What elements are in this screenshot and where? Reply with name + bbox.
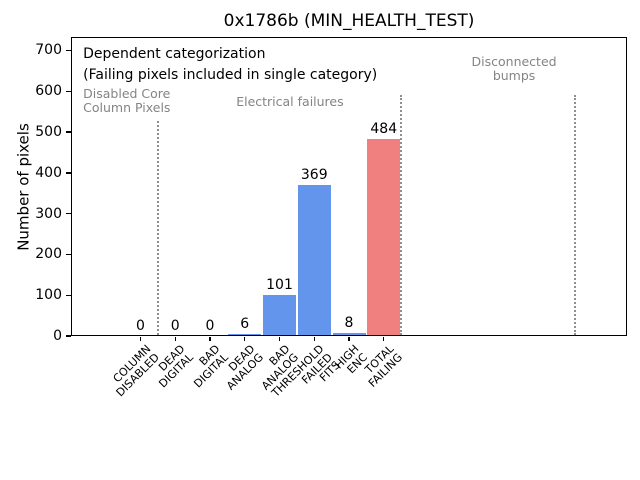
y-tick-label: 600: [35, 83, 62, 100]
region-label-disabled-core-line: Disabled Core: [83, 86, 171, 102]
y-tick-mark: [65, 335, 71, 337]
y-tick-mark: [65, 172, 71, 174]
bar-total-failing: [367, 138, 401, 335]
y-tick-mark: [65, 212, 71, 215]
y-tick-mark: [65, 253, 71, 256]
failing-pixels-note-line: (Failing pixels included in single categ…: [83, 67, 378, 84]
x-tick-mark: [383, 336, 385, 341]
y-tick-label: 100: [35, 287, 62, 304]
bar-value-label: 101: [266, 276, 293, 293]
region-label-disconnected-bumps-line: bumps: [492, 68, 536, 84]
bar-bad-analog: [263, 294, 296, 335]
region-label-electrical-failures-line: Electrical failures: [236, 93, 344, 109]
y-tick-label: 300: [35, 205, 62, 222]
failing-pixels-note: (Failing pixels included in single categ…: [83, 67, 377, 83]
y-tick-label: 400: [35, 164, 62, 181]
separator-line: [400, 95, 403, 335]
y-tick-mark: [65, 49, 71, 52]
y-tick-mark: [65, 131, 71, 133]
y-tick-mark: [65, 294, 71, 296]
region-label-disconnected-bumps-line: Disconnected: [471, 54, 557, 70]
region-label-electrical-failures: Electrical failures: [140, 93, 440, 109]
bar-value-label: 8: [344, 314, 354, 331]
region-label-disabled-core-line: Column Pixels: [83, 100, 171, 116]
bar-threshold-failed-fits: [297, 185, 331, 335]
x-tick-mark: [209, 336, 211, 341]
x-tick-mark: [139, 336, 142, 341]
region-label-disconnected-bumps: Disconnected bumps: [364, 55, 640, 83]
bar-value-label: 369: [300, 167, 328, 184]
x-tick-mark: [348, 336, 350, 341]
x-tick-mark: [244, 336, 246, 341]
y-tick-label: 700: [35, 42, 62, 59]
chart-title: 0x1786b (MIN_HEALTH_TEST): [223, 11, 475, 31]
y-tick-label: 500: [35, 124, 62, 141]
dependent-categorization-note: Dependent categorization: [83, 46, 265, 62]
region-label-disabled-core: Disabled Core Column Pixels: [83, 87, 170, 115]
bar-value-label: 6: [240, 315, 250, 332]
y-tick-mark: [65, 90, 71, 92]
bar-dead-analog: [228, 333, 262, 335]
bar-high-enc: [332, 332, 366, 335]
dependent-categorization-note-line: Dependent categorization: [83, 46, 266, 63]
bar-value-label: 0: [170, 318, 180, 334]
bar-value-label: 0: [136, 318, 145, 334]
x-tick-mark: [278, 336, 281, 341]
y-tick-label: 200: [35, 246, 62, 263]
separator-line: [573, 95, 576, 335]
separator-line: [156, 120, 159, 335]
bar-value-label: 484: [370, 120, 398, 137]
bar-value-label: 0: [205, 318, 215, 334]
y-tick-label: 0: [53, 328, 62, 344]
x-tick-mark: [313, 336, 315, 341]
x-tick-mark: [174, 336, 176, 341]
